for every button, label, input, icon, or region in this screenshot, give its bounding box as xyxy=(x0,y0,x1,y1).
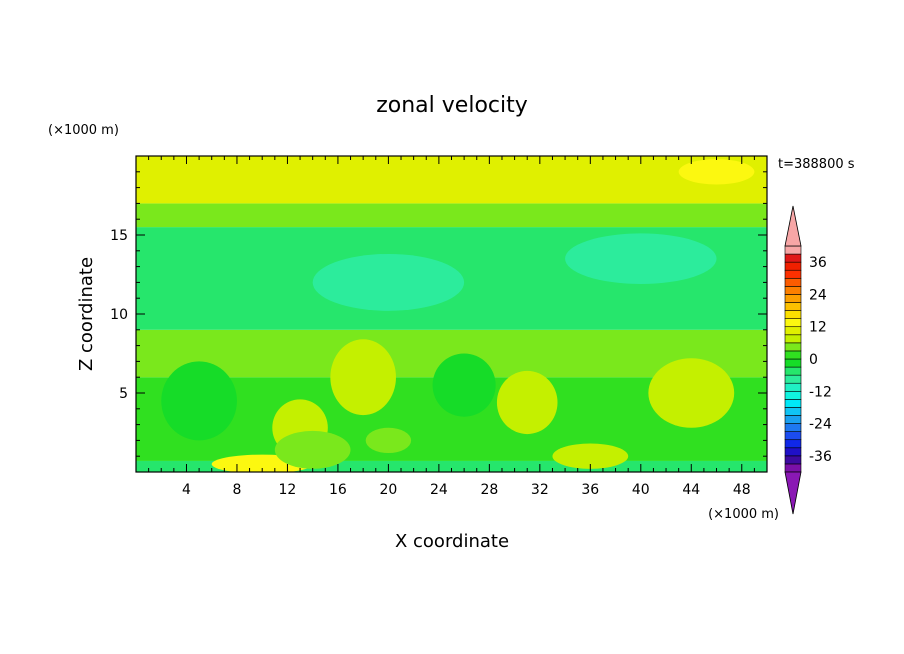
colorbar-cell xyxy=(784,455,802,465)
colorbar-cell xyxy=(784,286,802,295)
x-tick-label: 4 xyxy=(182,482,191,498)
field-feature-3 xyxy=(330,339,396,416)
x-tick-label: 32 xyxy=(531,482,549,498)
colorbar-over-arrow xyxy=(784,205,802,247)
field-band-4 xyxy=(136,203,767,228)
colorbar-cell xyxy=(784,253,802,263)
colorbar-cell xyxy=(784,334,802,344)
field-feature-7 xyxy=(365,427,412,454)
field-feature-9 xyxy=(565,233,717,284)
colorbar-cell xyxy=(784,302,802,311)
colorbar-cell xyxy=(784,350,802,360)
colorbar-cell xyxy=(784,415,802,424)
zonal-velocity-field xyxy=(136,156,767,472)
x-tick-label: 36 xyxy=(581,482,599,498)
colorbar-cell xyxy=(784,261,802,271)
field-band-0 xyxy=(136,460,767,472)
colorbar-cell xyxy=(784,277,802,287)
colorbar-cell xyxy=(784,326,802,336)
colorbar-cell xyxy=(784,407,802,416)
colorbar-cell xyxy=(784,399,802,408)
x-tick-label: 48 xyxy=(733,482,751,498)
colorbar-tick-label: 36 xyxy=(809,255,827,271)
colorbar-cell xyxy=(784,463,802,473)
colorbar-cell xyxy=(784,374,802,384)
field-feature-6 xyxy=(552,443,629,469)
x-tick-label: 12 xyxy=(279,482,297,498)
x-tick-label: 28 xyxy=(480,482,498,498)
x-tick-label: 20 xyxy=(379,482,397,498)
colorbar-cell xyxy=(784,382,802,392)
field-feature-10 xyxy=(161,361,237,441)
y-tick-label: 5 xyxy=(119,386,128,402)
colorbar-tick-label: 0 xyxy=(809,352,818,368)
field-feature-4 xyxy=(496,370,558,435)
colorbar-tick-label: -12 xyxy=(809,384,832,400)
colorbar-cell xyxy=(784,358,802,368)
colorbar-cell xyxy=(784,310,802,319)
colorbar-cell xyxy=(784,294,802,303)
colorbar-cell xyxy=(784,447,802,457)
x-unit-label: (×1000 m) xyxy=(708,507,779,522)
colorbar-cell xyxy=(784,423,802,432)
colorbar-cell xyxy=(784,431,802,441)
colorbar-tick-label: 12 xyxy=(809,320,827,336)
colorbar-cell xyxy=(784,342,802,352)
field-band-5 xyxy=(136,156,767,204)
field-feature-5 xyxy=(648,358,735,428)
colorbar-cell xyxy=(784,245,802,255)
y-tick-label: 15 xyxy=(110,228,128,244)
time-label: t=388800 s xyxy=(778,157,855,172)
x-tick-label: 8 xyxy=(232,482,241,498)
colorbar: 36 24 12 0 -12 -24 -36 xyxy=(784,205,832,515)
field-feature-8 xyxy=(312,253,465,311)
chart-title: zonal velocity xyxy=(376,93,528,118)
y-tick-label: 10 xyxy=(110,307,128,323)
colorbar-tick-label: -24 xyxy=(809,417,832,433)
colorbar-cell xyxy=(784,390,802,400)
x-tick-label: 44 xyxy=(682,482,700,498)
colorbar-under-arrow xyxy=(784,471,802,515)
y-unit-label: (×1000 m) xyxy=(48,123,119,138)
x-axis-ticks: 4 8 12 16 20 24 28 32 36 40 44 48 xyxy=(148,156,755,498)
field-feature-2 xyxy=(274,430,351,469)
colorbar-cell xyxy=(784,366,802,376)
field-feature-12 xyxy=(678,159,755,185)
colorbar-tick-label: 24 xyxy=(809,287,827,303)
x-tick-label: 40 xyxy=(632,482,650,498)
colorbar-cell xyxy=(784,318,802,328)
field-feature-11 xyxy=(432,353,496,417)
colorbar-cell xyxy=(784,439,802,449)
x-tick-label: 16 xyxy=(329,482,347,498)
x-tick-label: 24 xyxy=(430,482,448,498)
x-axis-label: X coordinate xyxy=(395,531,509,552)
colorbar-cell xyxy=(784,269,802,279)
y-axis-ticks: 5 10 15 xyxy=(110,171,767,457)
y-axis-label: Z coordinate xyxy=(76,257,97,371)
colorbar-tick-label: -36 xyxy=(809,449,832,465)
